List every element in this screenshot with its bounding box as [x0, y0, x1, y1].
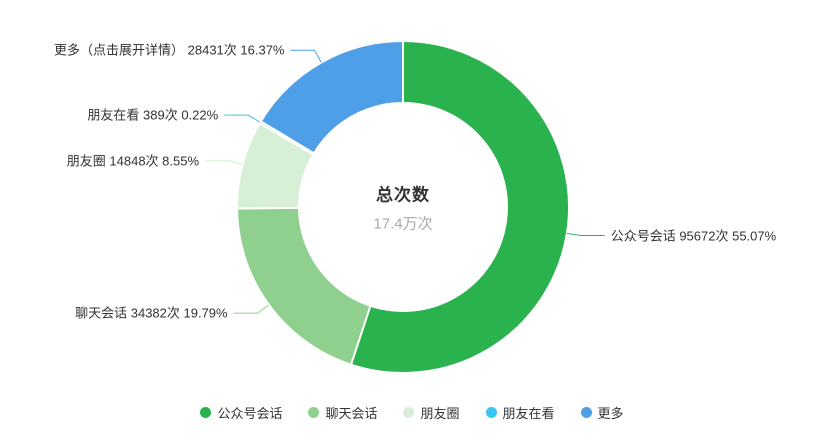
slice-label-0: 公众号会话 95672次 55.07%	[610, 228, 777, 244]
legend-item-liaotian-huihua[interactable]: 聊天会话	[308, 403, 377, 422]
slice-label-1: 聊天会话 34382次 19.79%	[75, 305, 228, 321]
pie-slice-更多[interactable]	[259, 39, 404, 155]
legend-label: 朋友圈	[420, 406, 460, 421]
label-line-朋友在看	[224, 114, 261, 123]
donut-chart	[205, 39, 605, 374]
legend-dot-icon	[308, 407, 320, 418]
legend-label: 朋友在看	[502, 406, 555, 421]
legend-label: 更多	[597, 406, 624, 421]
legend-dot-icon	[403, 407, 415, 418]
legend-label: 聊天会话	[325, 406, 378, 421]
slice-label-4[interactable]: 更多（点击展开详情） 28431次 16.37%	[54, 42, 285, 58]
pie-slice-公众号会话[interactable]	[349, 39, 570, 374]
legend-label: 公众号会话	[217, 406, 283, 421]
label-line-聊天会话	[233, 304, 270, 314]
legend-item-pengyouquan[interactable]: 朋友圈	[403, 403, 460, 422]
slice-label-2: 朋友圈 14848次 8.55%	[66, 153, 200, 169]
label-line-公众号会话	[566, 232, 605, 237]
slice-label-3: 朋友在看 389次 0.22%	[87, 107, 219, 123]
legend-item-gongzhonghao-huihua[interactable]: 公众号会话	[200, 403, 282, 422]
legend: 公众号会话 聊天会话 朋友圈 朋友在看 更多	[0, 403, 824, 422]
label-line-朋友圈	[205, 160, 243, 165]
pie-slice-聊天会话[interactable]	[235, 206, 372, 366]
label-line-更多	[290, 49, 322, 63]
legend-dot-icon	[485, 407, 497, 418]
legend-dot-icon	[200, 407, 212, 418]
legend-item-pengyou-zaikan[interactable]: 朋友在看	[485, 403, 555, 422]
legend-dot-icon	[580, 407, 592, 418]
legend-item-gengduo[interactable]: 更多	[580, 403, 624, 422]
